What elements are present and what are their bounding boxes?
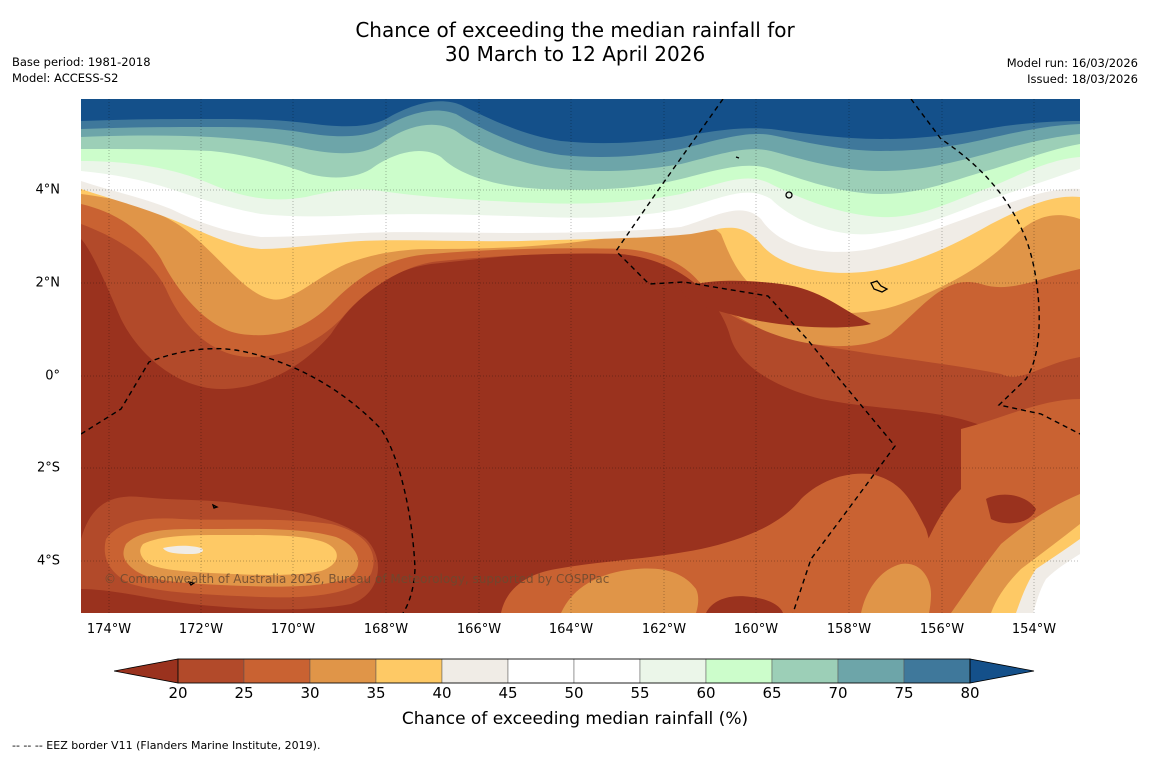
title-line-1: Chance of exceeding the median rainfall … (355, 18, 795, 42)
lon-label-158w: 158°W (826, 622, 872, 637)
colorbar-cell (243, 658, 311, 684)
colorbar-tick: 65 (762, 684, 782, 702)
colorbar-cell (639, 658, 707, 684)
map-title: Chance of exceeding the median rainfall … (0, 18, 1150, 66)
meta-left: Base period: 1981-2018 Model: ACCESS-S2 (12, 54, 151, 86)
colorbar-cell (837, 658, 905, 684)
eez-border-central (615, 99, 896, 613)
pocket-south-east-35 (861, 563, 931, 613)
pocket-se-dark (986, 494, 1036, 524)
colorbar-extend-low (114, 658, 179, 684)
pocket-se-55 (1033, 554, 1080, 613)
issued-date: Issued: 18/03/2026 (1027, 72, 1138, 86)
colorbar-tick: 30 (300, 684, 320, 702)
colorbar-tick: 80 (960, 684, 980, 702)
lon-label-174w: 174°W (86, 622, 132, 637)
lat-label-4n: 4°N (35, 182, 61, 198)
copyright-notice: © Commonwealth of Australia 2026, Bureau… (104, 572, 610, 586)
lat-label-2n: 2°N (35, 275, 61, 291)
pocket-sw-45 (163, 545, 203, 554)
colorbar-outline (177, 658, 971, 684)
colorbar-tick: 20 (168, 684, 188, 702)
colorbar-tick: 75 (894, 684, 914, 702)
island-sw (211, 503, 219, 509)
band-above-80 (81, 99, 1080, 144)
lon-label-172w: 172°W (178, 622, 224, 637)
rainfall-probability-map (81, 99, 1080, 613)
island-central (735, 156, 740, 159)
colorbar-cell (573, 658, 641, 684)
colorbar-cell (507, 658, 575, 684)
colorbar-tick: 45 (498, 684, 518, 702)
lon-label-170w: 170°W (270, 622, 316, 637)
lon-label-166w: 166°W (456, 622, 502, 637)
eez-border-west (81, 347, 416, 613)
island-kiribati-north (785, 191, 793, 199)
base-period: Base period: 1981-2018 (12, 55, 151, 69)
island-sw-2 (187, 581, 196, 586)
lat-label-0: 0° (45, 368, 60, 384)
pocket-south-dark (706, 596, 783, 613)
eez-legend: -- -- -- EEZ border V11 (Flanders Marine… (12, 739, 321, 752)
colorbar-tick: 25 (234, 684, 254, 702)
lat-label-4s: 4°S (36, 553, 60, 569)
contour-fields (81, 99, 1080, 613)
colorbar-cell (309, 658, 377, 684)
model-name: Model: ACCESS-S2 (12, 71, 119, 85)
lat-label-2s: 2°S (36, 460, 60, 476)
eez-borders (81, 99, 1080, 613)
lon-label-168w: 168°W (363, 622, 409, 637)
pocket-sw-40 (140, 535, 337, 575)
title-line-2: 30 March to 12 April 2026 (444, 42, 706, 66)
meta-right: Model run: 16/03/2026 Issued: 18/03/2026 (1007, 55, 1138, 87)
colorbar-tick: 55 (630, 684, 650, 702)
colorbar-cell (903, 658, 971, 684)
colorbar-tick: 60 (696, 684, 716, 702)
colorbar (114, 658, 1035, 684)
colorbar-extend-high (969, 658, 1035, 684)
model-run: Model run: 16/03/2026 (1006, 56, 1138, 70)
lon-label-154w: 154°W (1011, 622, 1057, 637)
colorbar-tick: 70 (828, 684, 848, 702)
colorbar-cells (114, 658, 1035, 684)
island-kiritimati (870, 280, 889, 293)
colorbar-tick: 35 (366, 684, 386, 702)
colorbar-cell (441, 658, 509, 684)
lon-label-162w: 162°W (641, 622, 687, 637)
colorbar-title: Chance of exceeding median rainfall (%) (401, 709, 749, 729)
islands (187, 156, 889, 586)
colorbar-tick: 40 (432, 684, 452, 702)
colorbar-tick: 50 (564, 684, 584, 702)
colorbar-cell (705, 658, 773, 684)
lon-label-160w: 160°W (733, 622, 779, 637)
colorbar-cell (375, 658, 443, 684)
lon-label-164w: 164°W (548, 622, 594, 637)
lon-label-156w: 156°W (919, 622, 965, 637)
colorbar-cell (177, 658, 245, 684)
colorbar-cell (771, 658, 839, 684)
eez-border-east (910, 99, 1080, 435)
